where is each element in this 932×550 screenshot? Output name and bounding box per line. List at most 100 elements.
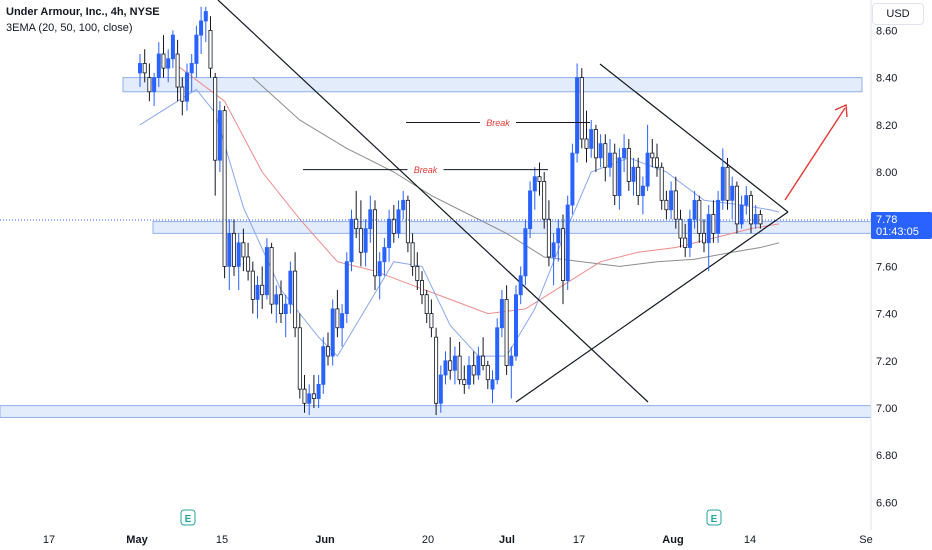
candle-body bbox=[208, 29, 213, 69]
candle-body bbox=[603, 143, 608, 168]
annotations-layer: Break Break bbox=[303, 118, 590, 175]
candle-body bbox=[213, 77, 218, 161]
candle-body bbox=[316, 383, 321, 399]
time-tick-label: 17 bbox=[573, 534, 585, 546]
candle-body bbox=[720, 166, 725, 201]
candle-body bbox=[311, 393, 316, 399]
candle-body bbox=[575, 77, 580, 154]
candle-body bbox=[302, 388, 307, 404]
candle-body bbox=[166, 58, 171, 69]
candle-body bbox=[278, 294, 283, 315]
candle-body bbox=[255, 284, 260, 300]
currency-button[interactable]: USD bbox=[872, 3, 924, 25]
candle-body bbox=[528, 190, 533, 230]
candle-body bbox=[405, 199, 410, 244]
candle-body bbox=[424, 294, 429, 315]
price-tick-label: 6.60 bbox=[876, 497, 897, 509]
candle-body bbox=[189, 63, 194, 74]
candle-body bbox=[697, 199, 702, 234]
time-tick-label: Se bbox=[859, 534, 872, 546]
candle-body bbox=[598, 143, 603, 159]
candle-body bbox=[753, 214, 758, 225]
price-axis: 6.606.807.007.207.407.607.808.008.208.40… bbox=[876, 25, 897, 509]
price-tick-label: 7.40 bbox=[876, 309, 897, 321]
candle-body bbox=[655, 157, 660, 168]
candle-body bbox=[147, 77, 152, 93]
ema20-line bbox=[139, 88, 780, 357]
candle-body bbox=[640, 185, 645, 197]
candle-body bbox=[650, 152, 655, 159]
earnings-badge bbox=[180, 509, 196, 526]
price-tick-label: 6.80 bbox=[876, 450, 897, 462]
candle-body bbox=[419, 280, 424, 296]
indicator-label[interactable]: 3EMA (20, 50, 100, close) bbox=[6, 22, 133, 34]
price-tick-label: 7.00 bbox=[876, 403, 897, 415]
candle-body bbox=[250, 270, 255, 300]
candle-body bbox=[636, 166, 641, 196]
candle-body bbox=[443, 360, 448, 376]
candle-body bbox=[612, 152, 617, 196]
candle-body bbox=[518, 275, 523, 296]
candle-body bbox=[222, 110, 227, 267]
candle-body bbox=[452, 355, 457, 371]
candle-body bbox=[711, 214, 716, 234]
candle-body bbox=[325, 346, 330, 357]
candle-body bbox=[659, 166, 664, 201]
candle-body bbox=[231, 232, 236, 267]
candle-body bbox=[330, 308, 335, 357]
candle-body bbox=[274, 294, 279, 305]
trendlines-layer bbox=[217, 0, 848, 403]
candle-body bbox=[626, 147, 631, 182]
time-tick-label: 14 bbox=[744, 534, 756, 546]
time-axis: 17 May 15 Jun 20 Jul 17 Aug 14 Se bbox=[43, 534, 873, 546]
last-price-value: 7.78 bbox=[876, 214, 898, 226]
candle-body bbox=[687, 218, 692, 248]
candle-body bbox=[340, 313, 345, 329]
candle-body bbox=[744, 195, 749, 206]
candle-body bbox=[260, 284, 265, 296]
candle-body bbox=[556, 228, 561, 244]
candle-body bbox=[429, 313, 434, 329]
candle-body bbox=[236, 242, 241, 267]
candle-body bbox=[542, 181, 547, 220]
candle-body bbox=[241, 242, 246, 258]
candle-body bbox=[485, 365, 490, 381]
candle-body bbox=[476, 355, 481, 376]
zone-8.38 bbox=[122, 77, 863, 93]
candle-body bbox=[372, 209, 377, 277]
ema-layer bbox=[139, 65, 780, 357]
earnings-icon: E bbox=[711, 514, 718, 525]
candle-body bbox=[462, 379, 467, 385]
candle-body bbox=[156, 53, 161, 79]
price-tick-label: 8.00 bbox=[876, 167, 897, 179]
time-tick-label: 20 bbox=[422, 534, 434, 546]
candle-body bbox=[410, 242, 415, 267]
last-price-tag: 7.78 01:43:05 bbox=[871, 212, 932, 239]
candle-body bbox=[664, 199, 669, 211]
symbol-title[interactable]: Under Armour, Inc., 4h, NYSE bbox=[6, 6, 160, 18]
break-label: Break bbox=[414, 165, 438, 175]
candle-body bbox=[175, 53, 180, 88]
zone-7.00 bbox=[0, 405, 872, 418]
candles-layer bbox=[137, 6, 763, 416]
candle-body bbox=[716, 199, 721, 234]
candle-body bbox=[194, 34, 199, 64]
candle-body bbox=[532, 176, 537, 192]
candle-body bbox=[593, 129, 598, 159]
price-tick-label: 7.20 bbox=[876, 356, 897, 368]
candle-body bbox=[702, 232, 707, 244]
candle-body bbox=[358, 228, 363, 253]
candle-body bbox=[434, 336, 439, 404]
candle-body bbox=[589, 129, 594, 149]
candle-body bbox=[363, 228, 368, 253]
candle-body bbox=[570, 152, 575, 206]
candle-body bbox=[551, 242, 556, 258]
candle-body bbox=[457, 355, 462, 381]
candle-body bbox=[734, 185, 739, 225]
candle-body bbox=[495, 327, 500, 381]
zone-7.78 bbox=[152, 221, 872, 234]
candle-body bbox=[142, 63, 147, 74]
candle-body bbox=[645, 152, 650, 187]
candle-body bbox=[622, 147, 627, 159]
